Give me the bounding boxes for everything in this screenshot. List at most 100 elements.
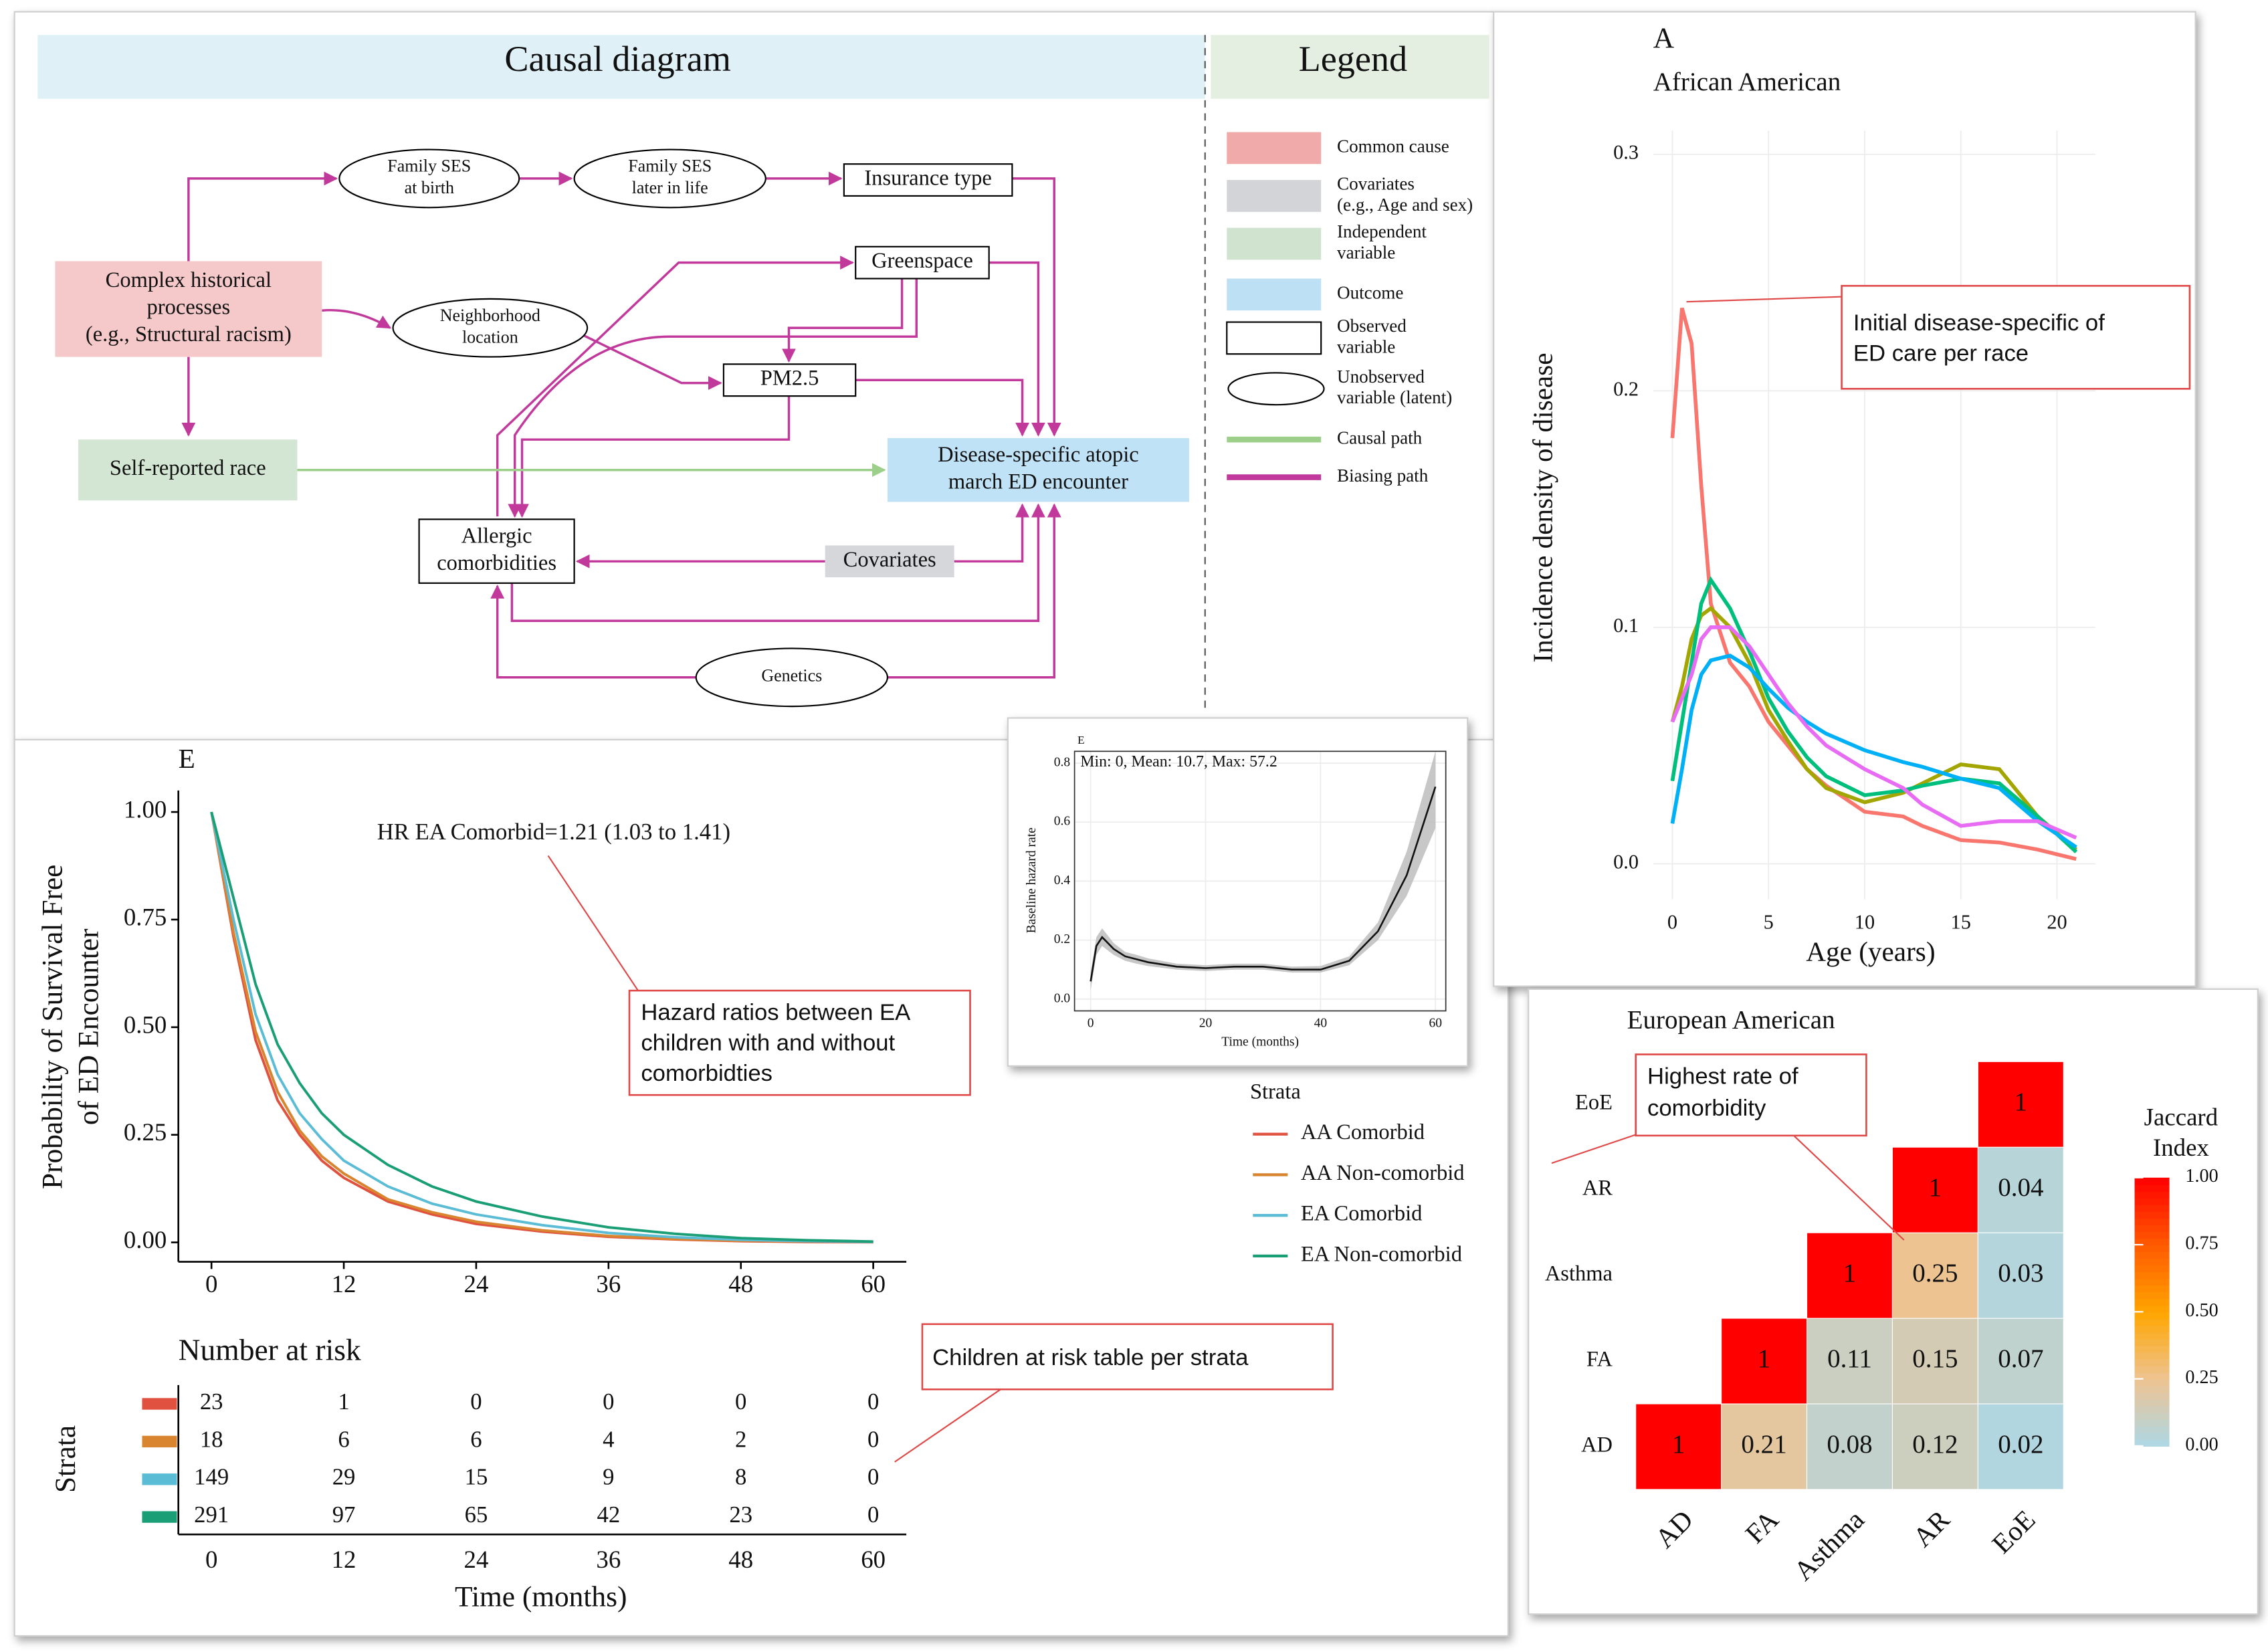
heat-cell — [1977, 1061, 2064, 1148]
legend-swatch — [1227, 180, 1322, 212]
strata-key — [142, 1473, 177, 1485]
colorbar-label: 0.00 — [2185, 1434, 2218, 1455]
callout-text: Highest rate of — [1647, 1063, 1798, 1089]
x-tick-label: 36 — [596, 1270, 621, 1298]
biasing-edge — [887, 503, 1061, 679]
heat-cell — [1977, 1146, 2064, 1233]
heat-cell — [1977, 1232, 2064, 1319]
heat-cell — [1977, 1403, 2064, 1490]
colorbar-step — [2134, 1292, 2170, 1300]
callout-text: comorbidties — [641, 1061, 772, 1086]
x-tick-label: 0 — [205, 1546, 217, 1573]
cell-label: 0.02 — [1998, 1430, 2043, 1459]
annotation: Min: 0, Mean: 10.7, Max: 57.2 — [1080, 753, 1277, 770]
legend-label: Biasing path — [1337, 466, 1429, 486]
colorbar-step — [2134, 1439, 2170, 1447]
y-axis-label: of ED Encounter — [73, 928, 105, 1125]
node-label: Family SES — [387, 157, 471, 176]
y-tick-label: 0.2 — [1054, 932, 1070, 946]
table-cell: 15 — [465, 1464, 488, 1490]
x-tick-label: 12 — [332, 1546, 356, 1573]
node-label: later in life — [632, 178, 708, 197]
colorbar-step — [2134, 1345, 2170, 1353]
diagram: Complex historical processes(e.g., Struct… — [55, 132, 1473, 708]
x-axis-label: Time (months) — [1221, 1035, 1299, 1049]
colorbar-step — [2134, 1177, 2170, 1185]
biasing-edge — [989, 261, 1045, 437]
callout-text: Hazard ratios between EA — [641, 1000, 911, 1025]
callout-line — [1551, 1130, 1647, 1164]
cell-label: 0.07 — [1998, 1344, 2043, 1373]
legend-label: variable — [1337, 242, 1395, 262]
cell-label: 1 — [1672, 1430, 1685, 1459]
colorbar-step — [2134, 1378, 2170, 1386]
legend-label: variable (latent) — [1337, 387, 1452, 407]
cell-label: 0.21 — [1741, 1430, 1786, 1459]
x-tick-label: 15 — [1951, 910, 1971, 933]
legend-title: Legend — [1299, 39, 1407, 79]
biasing-edge — [510, 503, 1045, 622]
legend-swatch — [1227, 132, 1322, 165]
biasing-edge — [515, 396, 791, 518]
plot-border — [1073, 750, 1447, 1012]
y-tick-label: 0.1 — [1613, 614, 1639, 637]
diagram-title: Causal diagram — [504, 39, 731, 79]
legend-label: Covariates — [1337, 173, 1415, 193]
table-cell: 8 — [735, 1464, 746, 1490]
node-box — [825, 545, 954, 578]
legend-label: Unobserved — [1337, 367, 1425, 387]
y-tick-label: EoE — [1575, 1091, 1613, 1115]
callout-line — [547, 855, 639, 991]
legend-label: Common cause — [1337, 136, 1449, 157]
table-cell: 23 — [200, 1388, 223, 1415]
node-ellipse — [573, 148, 766, 209]
survival-curve — [210, 811, 873, 1243]
node-label: Complex historical — [106, 268, 272, 292]
y-tick-label: 0.50 — [124, 1011, 167, 1038]
y-tick-label: 0.00 — [124, 1226, 167, 1253]
density-chart: 0.0 0.1 0.2 0.3 0 5 10 15 20 A African American Inc… — [1528, 22, 2191, 967]
y-tick-label: 0.3 — [1613, 141, 1639, 164]
node-box — [855, 245, 990, 280]
table-title: Number at risk — [179, 1333, 361, 1367]
y-axis-label: Incidence density of disease — [1528, 352, 1558, 662]
legend-swatch — [1227, 227, 1322, 260]
colorbar-step — [2134, 1238, 2170, 1246]
table-cell: 0 — [735, 1388, 746, 1415]
colorbar-step — [2134, 1425, 2170, 1433]
colorbar-step — [2134, 1245, 2170, 1253]
table-cell: 29 — [332, 1464, 356, 1490]
table-cell: 0 — [867, 1502, 879, 1528]
node-label: march ED encounter — [948, 470, 1128, 494]
legend-label: Outcome — [1337, 283, 1403, 303]
colorbar-step — [2134, 1392, 2170, 1400]
legend-swatch — [1227, 278, 1322, 311]
callout-text: ED care per race — [1853, 341, 2029, 367]
colorbar-step — [2134, 1191, 2170, 1199]
density-line — [1670, 625, 2077, 840]
node-label: Genetics — [761, 666, 822, 686]
table-cell: 0 — [470, 1388, 482, 1415]
x-tick-label: 20 — [1199, 1016, 1213, 1030]
y-axis-label: Strata — [49, 1425, 82, 1493]
callout-text: Children at risk table per strata — [932, 1345, 1249, 1370]
legend-label: Observed — [1337, 316, 1407, 336]
cell-label: 0.15 — [1912, 1344, 1958, 1373]
legend-label: Causal path — [1337, 427, 1423, 447]
x-tick-label: 0 — [1088, 1016, 1094, 1030]
x-axis-label: Age (years) — [1806, 936, 1935, 967]
biasing-edge — [579, 332, 722, 391]
legend-title: Index — [2153, 1134, 2209, 1161]
heat-cell — [1891, 1146, 1978, 1233]
x-tick-label: 40 — [1314, 1016, 1328, 1030]
y-tick-label: Asthma — [1545, 1262, 1613, 1286]
callout-box — [628, 989, 971, 1096]
colorbar-step — [2134, 1285, 2170, 1293]
cell-label: 0.08 — [1827, 1430, 1872, 1459]
legend-label: Independent — [1337, 221, 1427, 241]
survival-chart: 0.000.250.500.751.000 12 24 36 48 60EProbabil… — [36, 743, 1464, 1613]
callout-text: comorbidity — [1647, 1096, 1766, 1121]
y-tick-label: 0.6 — [1054, 815, 1071, 829]
y-axis-label: Probability of Survival Free — [36, 865, 68, 1189]
colorbar-step — [2134, 1197, 2170, 1205]
